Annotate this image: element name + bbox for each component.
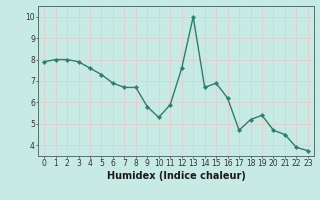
X-axis label: Humidex (Indice chaleur): Humidex (Indice chaleur)	[107, 171, 245, 181]
